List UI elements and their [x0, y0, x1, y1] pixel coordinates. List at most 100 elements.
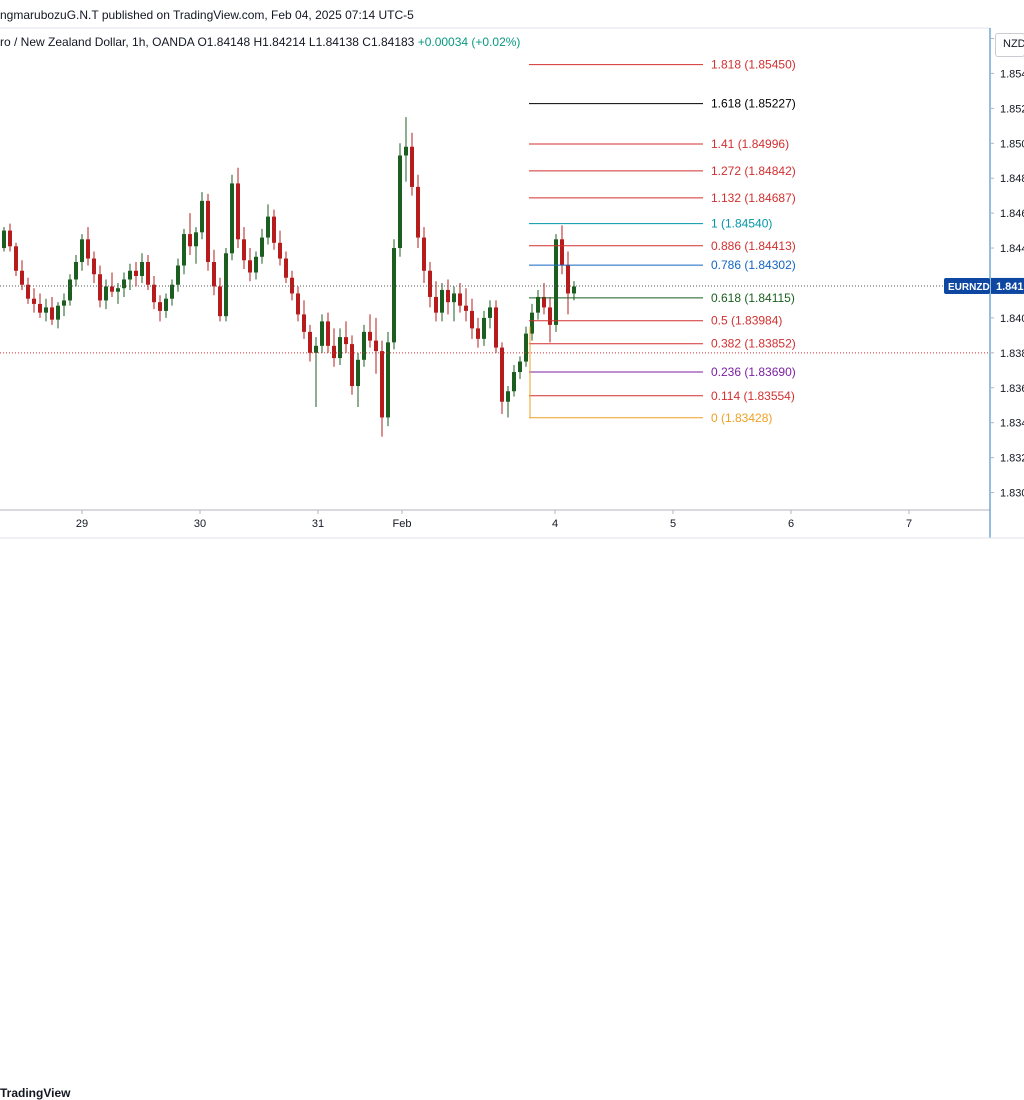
fib-label: 1 (1.84540) [711, 217, 772, 231]
currency-selector[interactable] [995, 33, 1024, 57]
candle [380, 340, 384, 437]
candle-body [218, 286, 222, 317]
candle [14, 242, 18, 276]
candle-body [344, 337, 348, 345]
candle-body [404, 146, 408, 156]
fib-level: 0.114 (1.83554) [529, 389, 795, 403]
candle [140, 253, 144, 283]
candle-body [260, 237, 264, 257]
candle [326, 312, 330, 353]
candle-body [500, 347, 504, 402]
candle [392, 239, 396, 350]
ohlc-close: C1.84183 [362, 35, 415, 49]
candle [248, 248, 252, 282]
candle [8, 223, 12, 252]
candle-body [98, 274, 102, 301]
candle-body [482, 317, 486, 339]
candle [386, 331, 390, 427]
candle-body [56, 305, 60, 320]
candle [50, 296, 54, 325]
symbol-badge-label: EURNZD [948, 282, 990, 293]
x-tick-label: 6 [788, 518, 794, 530]
candle [260, 228, 264, 264]
candle-body [236, 183, 240, 240]
candle [518, 356, 522, 380]
fib-label: 0.5 (1.83984) [711, 314, 782, 328]
candle-body [464, 305, 468, 311]
candle [296, 286, 300, 322]
candle-body [230, 183, 234, 254]
candle-body [242, 239, 246, 261]
time-scale: 29 30 31 Feb 4 5 6 7 [76, 510, 912, 530]
candle-body [416, 186, 420, 238]
candle [104, 279, 108, 310]
candle-body [2, 230, 6, 249]
candle [374, 317, 378, 374]
currency-label[interactable]: NZD [1003, 38, 1024, 50]
candle [440, 282, 444, 322]
symbol-name[interactable]: ro / New Zealand Dollar, 1h, OANDA [0, 35, 195, 49]
candle-body [32, 298, 36, 304]
candle-body [110, 286, 114, 292]
candle [200, 192, 204, 240]
candle-body [206, 200, 210, 263]
candle-body [248, 260, 252, 273]
candle [110, 272, 114, 297]
candle-body [158, 302, 162, 311]
candle [362, 324, 366, 367]
fib-level: 0 (1.83428) [529, 411, 772, 425]
candle [194, 227, 198, 264]
candle [272, 209, 276, 250]
candle-body [284, 258, 288, 278]
candle [422, 227, 426, 283]
candle [254, 251, 258, 280]
candle [26, 277, 30, 304]
candle-body [374, 340, 378, 352]
candle [416, 174, 420, 249]
ohlc-open: O1.84148 [197, 35, 251, 49]
price-scale: 1.8301.8321.8341.8361.8381.8401.8421.844… [944, 33, 1024, 500]
candle [116, 282, 120, 304]
candle [284, 251, 288, 283]
candle-body [548, 307, 552, 325]
candle [242, 227, 246, 269]
candle [224, 248, 228, 322]
current-price-badge [991, 277, 1024, 294]
fib-level: 0.382 (1.83852) [529, 337, 796, 351]
candle [308, 324, 312, 362]
candlestick-series [0, 117, 990, 437]
candle-body [470, 310, 474, 329]
candle-body [254, 256, 258, 273]
candle-body [530, 312, 534, 334]
y-tick-label: 1.834 [1000, 418, 1024, 430]
candle [320, 314, 324, 353]
y-tick-label: 1.852 [1000, 103, 1024, 115]
candle-body [368, 331, 372, 341]
y-tick-label: 1.838 [1000, 348, 1024, 360]
fib-level: 1.272 (1.84842) [529, 164, 796, 178]
candle [536, 289, 540, 320]
candle-body [296, 293, 300, 315]
price-chart[interactable]: 1.818 (1.85450) 1.618 (1.85227) 1.41 (1.84… [0, 0, 1024, 573]
candle [410, 132, 414, 196]
candle-body [188, 234, 192, 247]
candle [62, 293, 66, 317]
fib-level: 1 (1.84540) [529, 217, 772, 231]
candle [158, 295, 162, 322]
symbol-legend[interactable]: ro / New Zealand Dollar, 1h, OANDA O1.84… [0, 35, 520, 49]
candle-body [140, 262, 144, 276]
candle [32, 288, 36, 313]
candle-body [398, 155, 402, 249]
y-tick-label: 1.846 [1000, 208, 1024, 220]
fib-level: 1.132 (1.84687) [529, 191, 796, 205]
ohlc-low: L1.84138 [308, 35, 359, 49]
candle [488, 300, 492, 329]
fib-level: 0.886 (1.84413) [529, 239, 796, 253]
x-tick-label: 30 [194, 518, 206, 530]
candle-body [494, 307, 498, 348]
candle [134, 262, 138, 287]
y-tick-label: 1.850 [1000, 138, 1024, 150]
candle [428, 262, 432, 308]
candle [476, 317, 480, 348]
candle-body [476, 328, 480, 339]
